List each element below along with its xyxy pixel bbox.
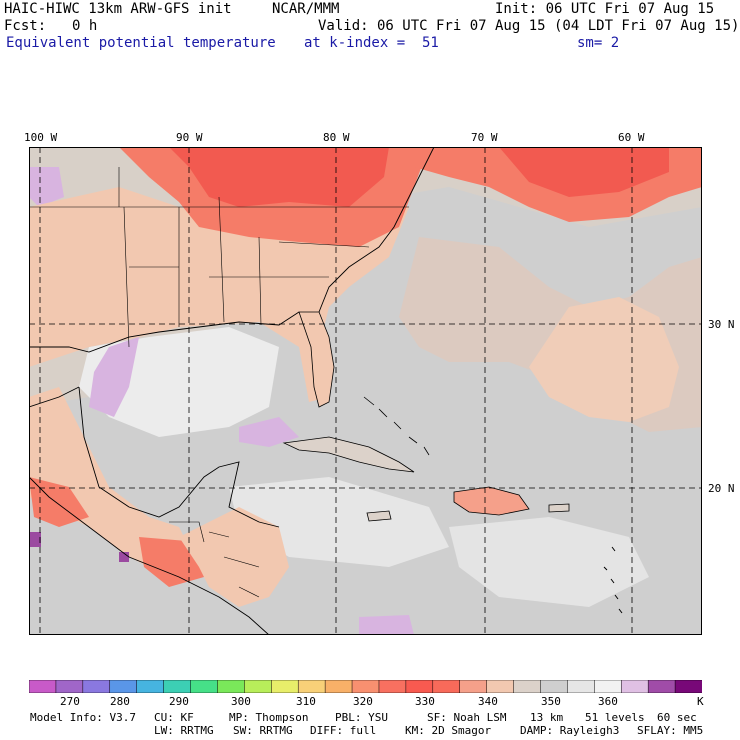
colorbar-unit: K xyxy=(697,695,704,708)
colorbar-tick: 300 xyxy=(231,695,251,708)
footer-levels: 51 levels xyxy=(585,711,645,724)
mexico-coastline xyxy=(78,386,280,528)
colorbar-swatch xyxy=(594,680,622,693)
puerto-rico-outline xyxy=(548,503,570,513)
colorbar-swatch xyxy=(190,680,219,693)
colorbar-swatch xyxy=(513,680,542,693)
colorbar-tick: 330 xyxy=(415,695,435,708)
lon-label-100w: 100 W xyxy=(24,131,58,144)
central-america-land xyxy=(179,507,289,607)
valid-time: Valid: 06 UTC Fri 07 Aug 15 (04 LDT Fri … xyxy=(318,18,740,34)
cuba-outline xyxy=(282,436,415,473)
colorbar-swatch xyxy=(351,680,380,693)
colorbar-swatch xyxy=(271,680,299,693)
footer-mp: MP: Thompson xyxy=(229,711,309,724)
footer-cu: CU: KF xyxy=(154,711,194,724)
colorbar-swatch xyxy=(297,680,326,693)
colorbar-swatch xyxy=(459,680,488,693)
colorbar-swatch xyxy=(620,680,649,693)
colorbar-tick: 280 xyxy=(110,695,130,708)
colorbar-swatch xyxy=(567,680,596,693)
mexico-land xyxy=(29,387,199,577)
colorbar-swatch xyxy=(163,680,192,693)
state-borders xyxy=(29,167,409,348)
colorbar xyxy=(29,680,702,693)
caribbean-light-patch xyxy=(229,477,449,567)
level-label: at k-index = 51 xyxy=(304,35,439,51)
colorbar-swatch xyxy=(486,680,515,693)
colorbar-swatch xyxy=(55,680,84,693)
forecast-label: Fcst: xyxy=(4,18,47,34)
colorbar-swatch xyxy=(136,680,165,693)
colorbar-tick: 270 xyxy=(60,695,80,708)
colorbar-tick: 310 xyxy=(296,695,316,708)
footer-diff: DIFF: full xyxy=(310,724,377,737)
colorbar-swatch xyxy=(674,680,702,693)
texas-lilac xyxy=(29,167,64,207)
lesser-antilles xyxy=(603,546,623,614)
atlantic-tan-patch xyxy=(529,297,679,422)
footer-timestep: 60 sec xyxy=(657,711,697,724)
colorbar-swatch xyxy=(324,680,353,693)
colorbar-tick: 350 xyxy=(541,695,561,708)
colorbar-swatch xyxy=(244,680,273,693)
footer-km: KM: 2D Smagor xyxy=(405,724,492,737)
gulf-lilac-east xyxy=(239,417,299,447)
us-gulf-coastline xyxy=(29,311,300,408)
atlantic-red-core xyxy=(499,147,669,197)
mexico-warm-patch xyxy=(29,477,89,527)
colorbar-swatch xyxy=(432,680,461,693)
colorbar-swatch xyxy=(540,680,569,693)
country-borders xyxy=(169,521,260,598)
east-caribbean-light-patch xyxy=(449,517,649,607)
colorbar-swatch xyxy=(29,680,57,693)
colorbar-tick: 320 xyxy=(353,695,373,708)
bahamas xyxy=(363,396,430,456)
lon-label-60w: 60 W xyxy=(618,131,645,144)
south-lilac xyxy=(359,615,414,635)
colorbar-swatch xyxy=(82,680,111,693)
theta-e-map xyxy=(29,147,702,635)
colorbar-swatch xyxy=(217,680,246,693)
colorbar-tick: 290 xyxy=(169,695,189,708)
footer-lw: LW: RRTMG xyxy=(154,724,214,737)
footer-sw: SW: RRTMG xyxy=(233,724,293,737)
forecast-hour: 0 h xyxy=(72,18,98,34)
jamaica-outline xyxy=(366,510,392,522)
footer-resolution: 13 km xyxy=(530,711,564,724)
init-time: Init: 06 UTC Fri 07 Aug 15 xyxy=(495,1,715,17)
footer-pbl: PBL: YSU xyxy=(335,711,388,724)
footer-damp: DAMP: Rayleigh3 xyxy=(520,724,620,737)
pacific-purple-spot xyxy=(29,532,41,547)
gulf-lilac-west xyxy=(89,337,139,417)
footer-sf: SF: Noah LSM xyxy=(427,711,507,724)
org-label: NCAR/MMM xyxy=(272,1,340,17)
colorbar-tick: 360 xyxy=(598,695,618,708)
smoothing-label: sm= 2 xyxy=(577,35,620,51)
field-name: Equivalent potential temperature xyxy=(6,35,276,51)
lat-label-30n: 30 N xyxy=(708,318,735,331)
footer-sflay: SFLAY: MM5 xyxy=(637,724,704,737)
us-red-core xyxy=(169,147,389,207)
graticule xyxy=(29,147,702,635)
colorbar-swatch xyxy=(405,680,434,693)
colorbar-swatch xyxy=(109,680,138,693)
colorbar-tick: 340 xyxy=(478,695,498,708)
model-title: HAIC-HIWC 13km ARW-GFS init xyxy=(4,1,232,17)
colorbar-swatch xyxy=(647,680,676,693)
footer-model-info: Model Info: V3.7 xyxy=(30,711,136,724)
lat-label-20n: 20 N xyxy=(708,482,735,495)
lon-label-80w: 80 W xyxy=(323,131,350,144)
guatemala-purple-spot xyxy=(119,552,129,562)
lon-label-70w: 70 W xyxy=(471,131,498,144)
florida-outline xyxy=(298,311,335,408)
map-frame xyxy=(29,147,702,635)
colorbar-swatch xyxy=(378,680,407,693)
lon-label-90w: 90 W xyxy=(176,131,203,144)
pacific-coastline xyxy=(29,476,270,635)
